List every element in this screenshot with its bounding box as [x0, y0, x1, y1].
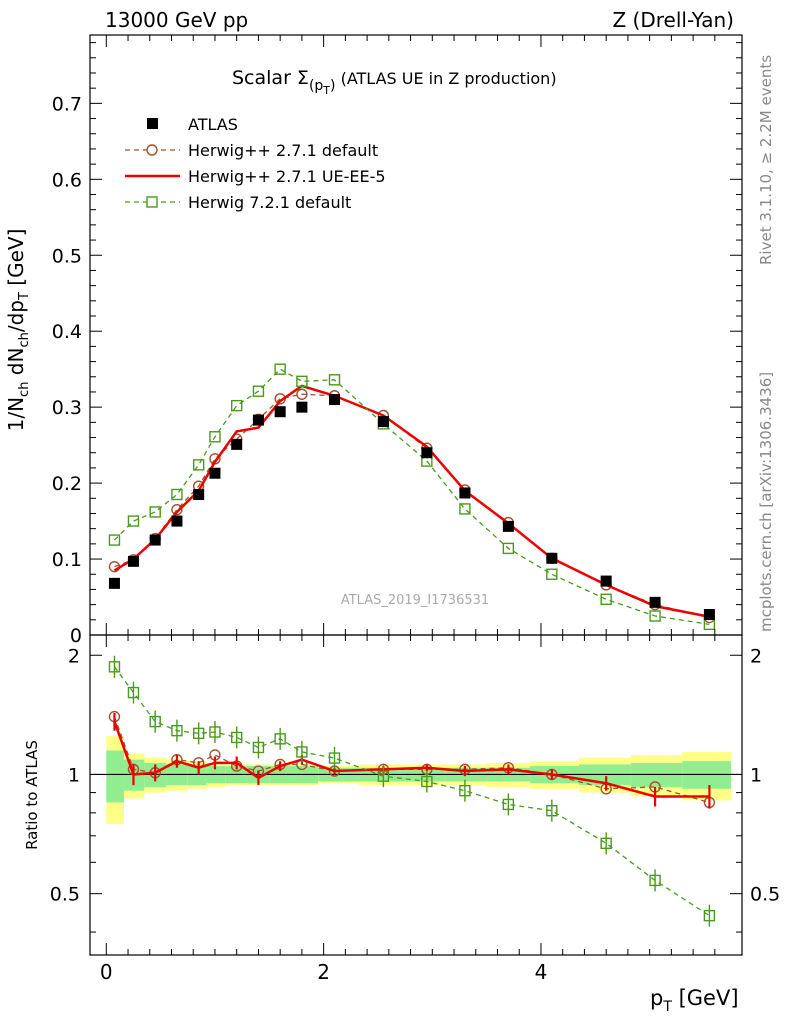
ratio-tick-label: 1	[750, 764, 762, 786]
reference-point	[329, 394, 340, 406]
y-tick-label: 0.6	[52, 169, 82, 191]
series-line-1	[113, 384, 710, 618]
legend-label: Herwig++ 2.7.1 default	[188, 141, 378, 160]
reference-point	[127, 555, 139, 567]
plot-title: Scalar Σ(pT) (ATLAS UE in Z production)	[232, 67, 557, 97]
reference-point	[209, 467, 221, 479]
y-tick-label: 0.7	[52, 93, 82, 115]
ratio-band-inner	[106, 750, 124, 803]
series-line-0	[114, 393, 710, 619]
series-point	[108, 534, 121, 546]
series-point	[328, 374, 341, 386]
legend-marker-atlas	[147, 118, 158, 129]
ratio-tick-label: 2	[68, 645, 80, 667]
reference-point	[703, 608, 715, 620]
reference-point	[377, 416, 389, 428]
series-point	[192, 459, 205, 471]
reference-point	[252, 414, 264, 426]
legend-marker	[146, 196, 158, 208]
ratio-tick-label: 0.5	[50, 884, 80, 906]
legend-marker	[146, 144, 158, 156]
x-tick-label: 4	[535, 960, 548, 984]
header-process-label: 13000 GeV pp	[105, 8, 249, 32]
series-point	[127, 515, 140, 527]
reference-point	[149, 534, 161, 546]
reference-point	[274, 406, 286, 418]
ratio-tick-label: 1	[68, 764, 80, 786]
header-channel-label: Z (Drell-Yan)	[612, 8, 734, 32]
reference-point	[600, 575, 612, 587]
series-point	[230, 399, 243, 412]
ratio-tick-label: 0.5	[750, 884, 780, 906]
reference-point	[108, 577, 120, 589]
y-tick-label: 0.1	[52, 549, 82, 571]
legend-label: Herwig 7.2.1 default	[188, 193, 351, 212]
series-point	[459, 503, 471, 515]
reference-point	[231, 438, 243, 450]
series-point	[600, 593, 612, 606]
x-tick-label: 0	[100, 960, 113, 984]
reference-point	[502, 520, 514, 532]
series-point	[171, 503, 183, 516]
y-tick-label: 0.5	[52, 245, 82, 267]
series-point	[149, 506, 161, 518]
series-point	[296, 388, 308, 400]
legend: ATLAS Herwig++ 2.7.1 default Herwig++ 2.7.…	[125, 115, 386, 212]
x-axis-label: pT [GeV]	[650, 986, 739, 1015]
analysis-id-label: ATLAS_2019_I1736531	[341, 593, 489, 608]
reference-point	[546, 552, 558, 564]
ratio-plot-frame	[89, 634, 743, 956]
series-point	[502, 542, 515, 555]
reference-point	[193, 488, 205, 500]
reference-point	[459, 487, 471, 499]
reference-point	[649, 596, 661, 608]
y-tick-label: 0	[70, 625, 82, 647]
y-tick-label: 0.3	[52, 397, 82, 419]
series-point	[252, 385, 265, 397]
series-point	[171, 488, 183, 501]
legend-label: Herwig++ 2.7.1 UE-EE-5	[188, 167, 386, 186]
reference-point	[171, 515, 183, 527]
reference-point	[421, 447, 433, 459]
series-point	[209, 431, 221, 443]
series-point	[546, 568, 558, 580]
x-tick-label: 2	[317, 960, 330, 984]
y-tick-label: 0.4	[52, 321, 82, 343]
legend-label-atlas: ATLAS	[188, 115, 238, 134]
series-point	[296, 375, 308, 388]
ratio-tick-label: 2	[750, 645, 762, 667]
y-tick-label: 0.2	[52, 473, 82, 495]
series-point	[274, 363, 286, 375]
series-point	[649, 610, 661, 622]
reference-point	[296, 401, 308, 413]
